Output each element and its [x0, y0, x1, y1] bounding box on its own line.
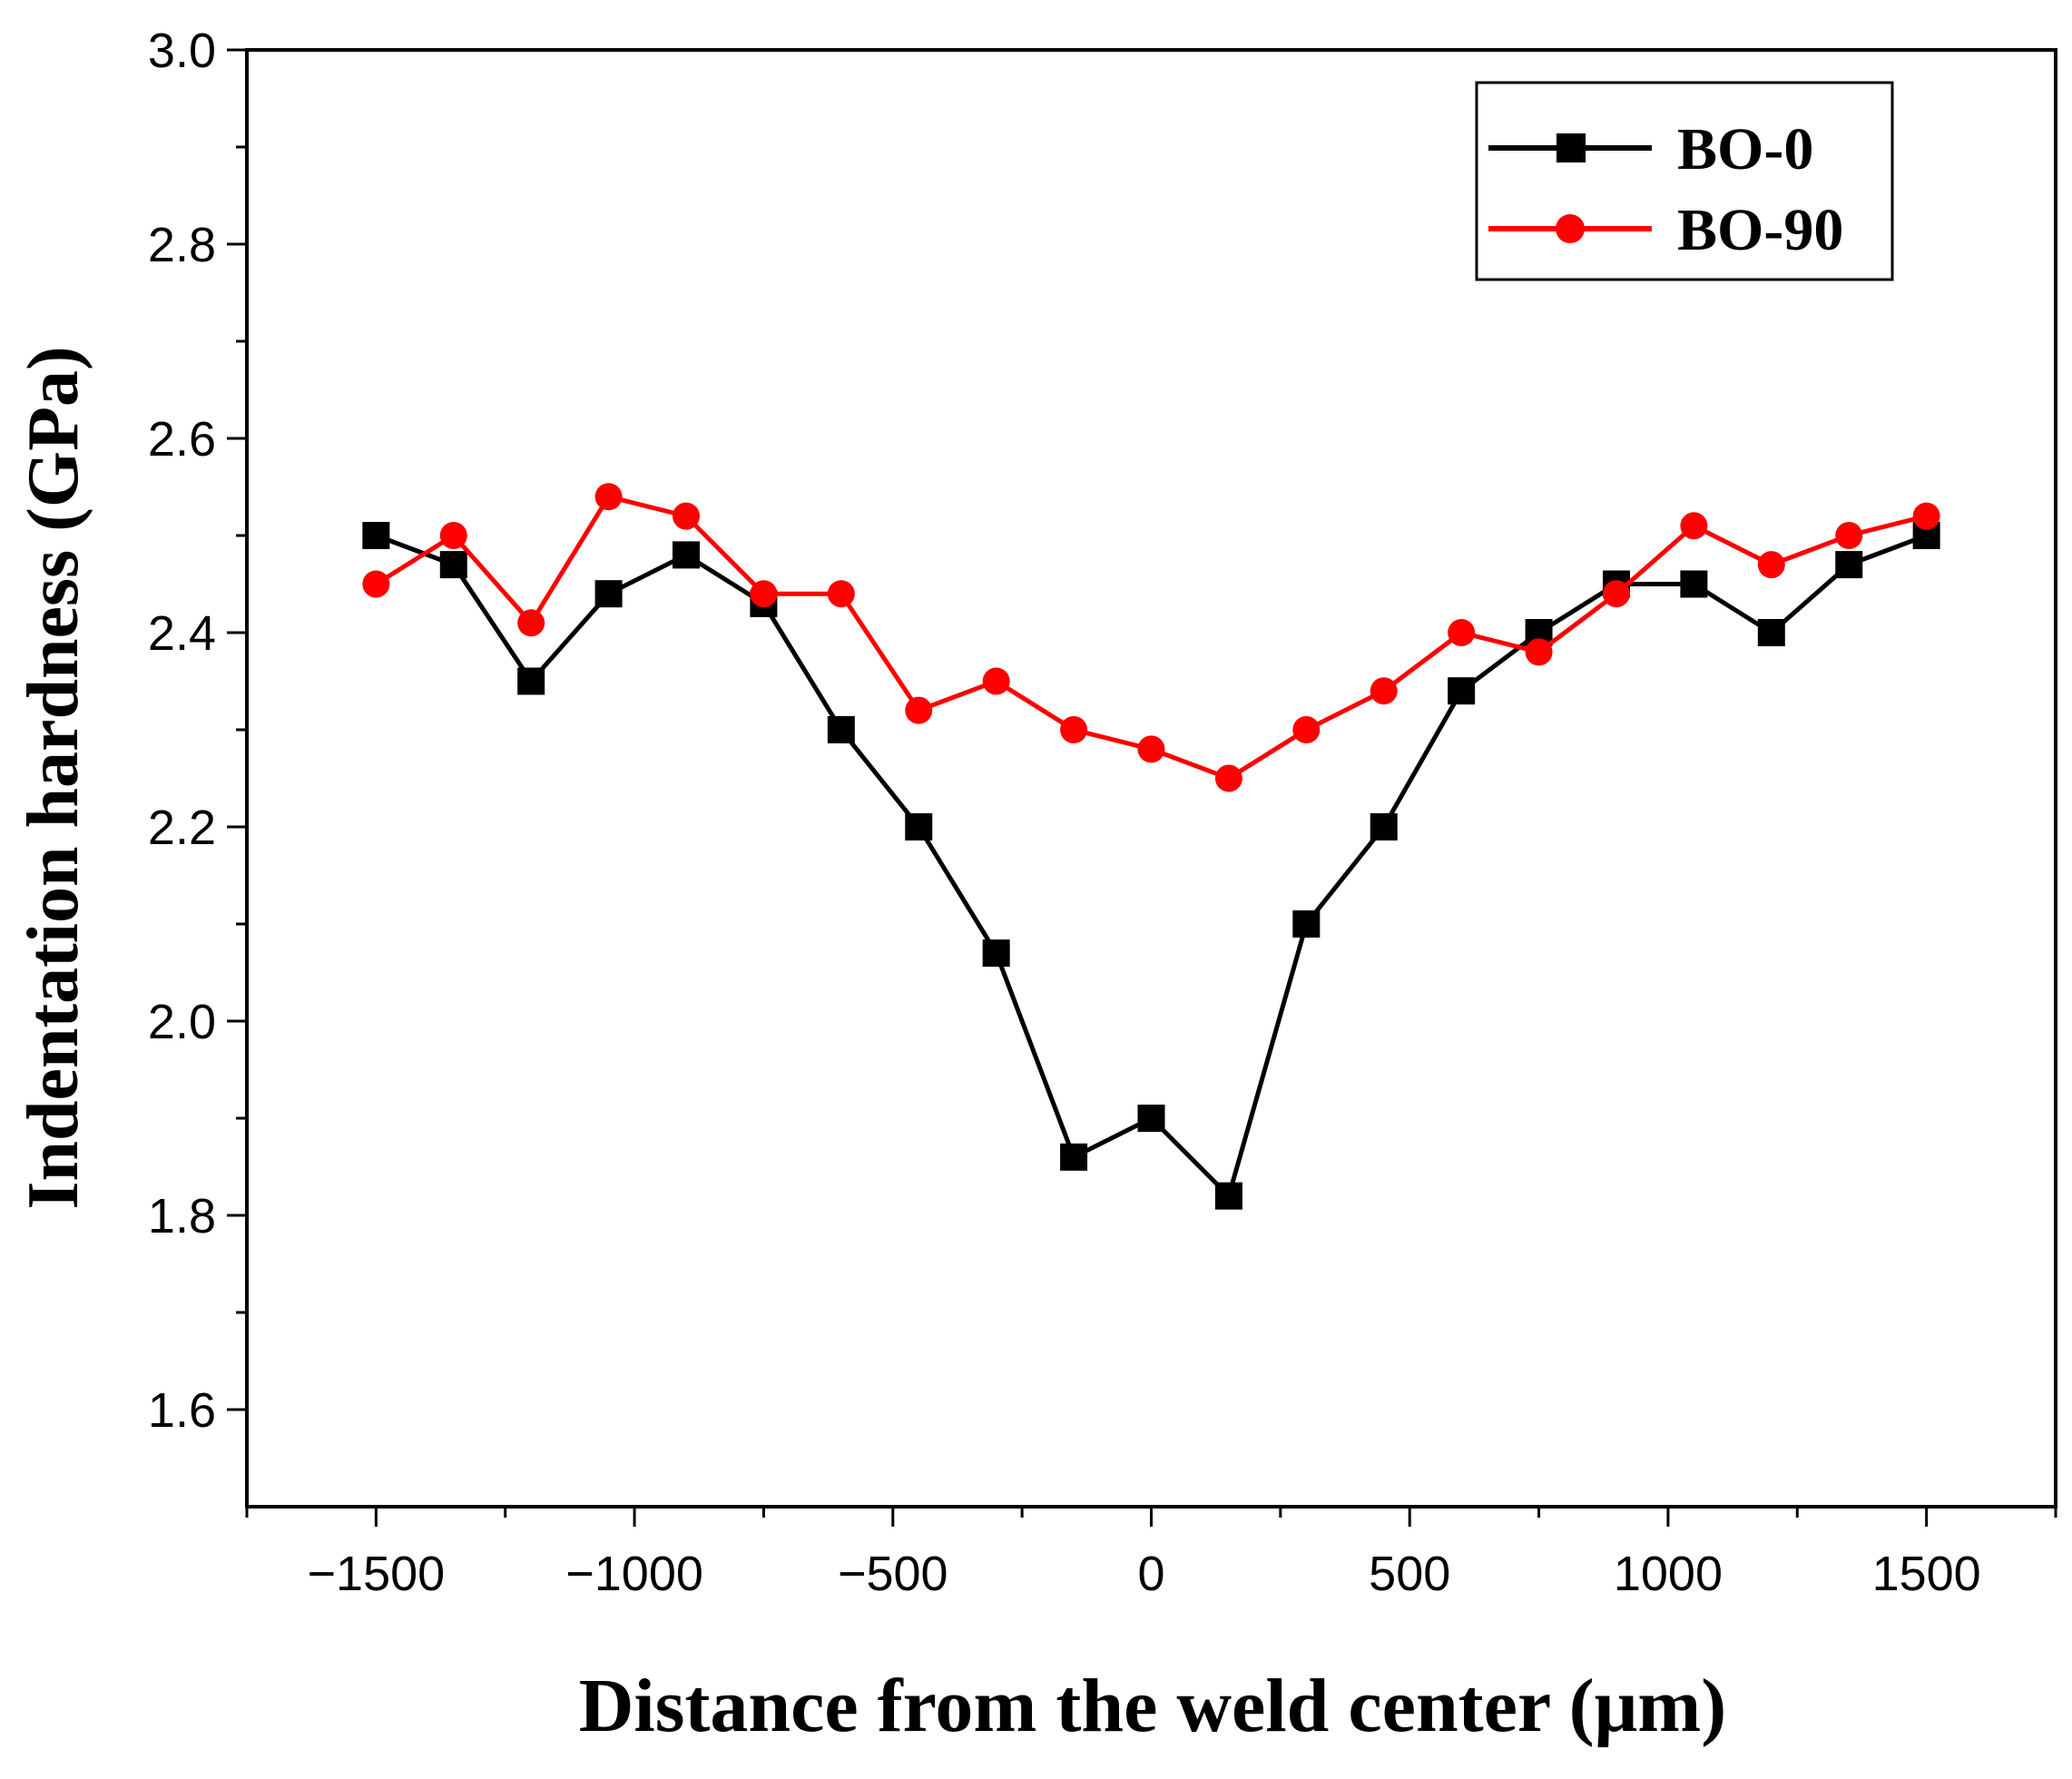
- y-tick-label: 2.6: [148, 412, 216, 467]
- x-tick-label: −1000: [565, 1547, 703, 1601]
- data-point-bo-0: [362, 522, 390, 549]
- data-point-bo-0: [827, 716, 855, 743]
- data-point-bo-0: [982, 939, 1010, 968]
- data-point-bo-90: [594, 483, 623, 511]
- x-tick-label: −1500: [308, 1547, 446, 1601]
- x-axis: −1500 −1000 −500 0 500 1000 1500: [245, 1507, 2057, 1601]
- data-point-bo-0: [673, 541, 701, 569]
- data-point-bo-90: [1602, 580, 1630, 608]
- data-point-bo-90: [1912, 502, 1940, 530]
- data-point-bo-90: [1370, 677, 1398, 705]
- data-point-bo-0: [594, 580, 623, 608]
- data-point-bo-0: [1292, 910, 1321, 938]
- x-tick-label: −500: [838, 1547, 948, 1601]
- data-point-bo-90: [1525, 638, 1553, 666]
- x-tick-label: 500: [1369, 1547, 1450, 1601]
- data-point-bo-90: [1060, 716, 1088, 743]
- legend: BO-0 BO-90: [1475, 81, 1894, 281]
- x-tick-label: 1000: [1614, 1547, 1723, 1601]
- data-point-bo-90: [1680, 512, 1708, 540]
- x-tick-label: 1500: [1872, 1547, 1981, 1601]
- legend-label-bo-90: BO-90: [1677, 197, 1843, 263]
- data-point-bo-0: [1370, 813, 1398, 840]
- data-point-bo-90: [1757, 551, 1785, 579]
- data-point-bo-90: [905, 696, 933, 724]
- data-point-bo-90: [982, 667, 1010, 695]
- y-tick-label: 1.8: [148, 1189, 216, 1243]
- series-layer: [362, 483, 1940, 1210]
- data-point-bo-0: [517, 667, 545, 695]
- y-axis: 1.6 1.8 2.0 2.2 2.4 2.6 2.8 3.0: [148, 24, 247, 1438]
- data-point-bo-90: [439, 522, 467, 549]
- series-bo-0: [362, 522, 1940, 1210]
- data-point-bo-90: [750, 580, 778, 608]
- data-point-bo-90: [1835, 522, 1863, 549]
- data-point-bo-0: [1137, 1105, 1165, 1132]
- y-tick-label: 2.8: [148, 218, 216, 272]
- y-tick-label: 1.6: [148, 1383, 216, 1438]
- legend-marker-bo-90: [1556, 214, 1585, 243]
- data-point-bo-0: [905, 813, 933, 840]
- x-tick-label: 0: [1137, 1547, 1164, 1601]
- data-point-bo-90: [1137, 735, 1165, 763]
- data-point-bo-0: [1835, 551, 1863, 579]
- series-bo-90: [362, 483, 1940, 792]
- legend-box: [1475, 81, 1894, 281]
- data-point-bo-90: [517, 609, 545, 637]
- series-line-bo-0: [375, 533, 1928, 1201]
- data-point-bo-90: [1214, 764, 1242, 792]
- data-point-bo-90: [362, 570, 390, 598]
- y-axis-title: Indentation hardness (GPa): [14, 346, 93, 1209]
- y-tick-label: 3.0: [148, 24, 216, 78]
- data-point-bo-90: [673, 502, 701, 530]
- y-tick-label: 2.2: [148, 801, 216, 855]
- data-point-bo-0: [1060, 1143, 1088, 1171]
- data-point-bo-0: [1757, 619, 1785, 646]
- y-tick-label: 2.0: [148, 995, 216, 1049]
- data-point-bo-0: [1680, 570, 1708, 598]
- data-point-bo-90: [1448, 619, 1476, 646]
- legend-label-bo-0: BO-0: [1677, 116, 1813, 182]
- legend-marker-bo-0: [1556, 133, 1586, 162]
- data-point-bo-0: [439, 551, 467, 579]
- data-point-bo-90: [827, 580, 855, 608]
- data-point-bo-90: [1292, 716, 1321, 743]
- data-point-bo-0: [1214, 1182, 1242, 1210]
- data-point-bo-0: [1448, 677, 1476, 705]
- x-axis-title: Distance from the weld center (μm): [579, 1664, 1726, 1748]
- y-tick-label: 2.4: [148, 606, 216, 661]
